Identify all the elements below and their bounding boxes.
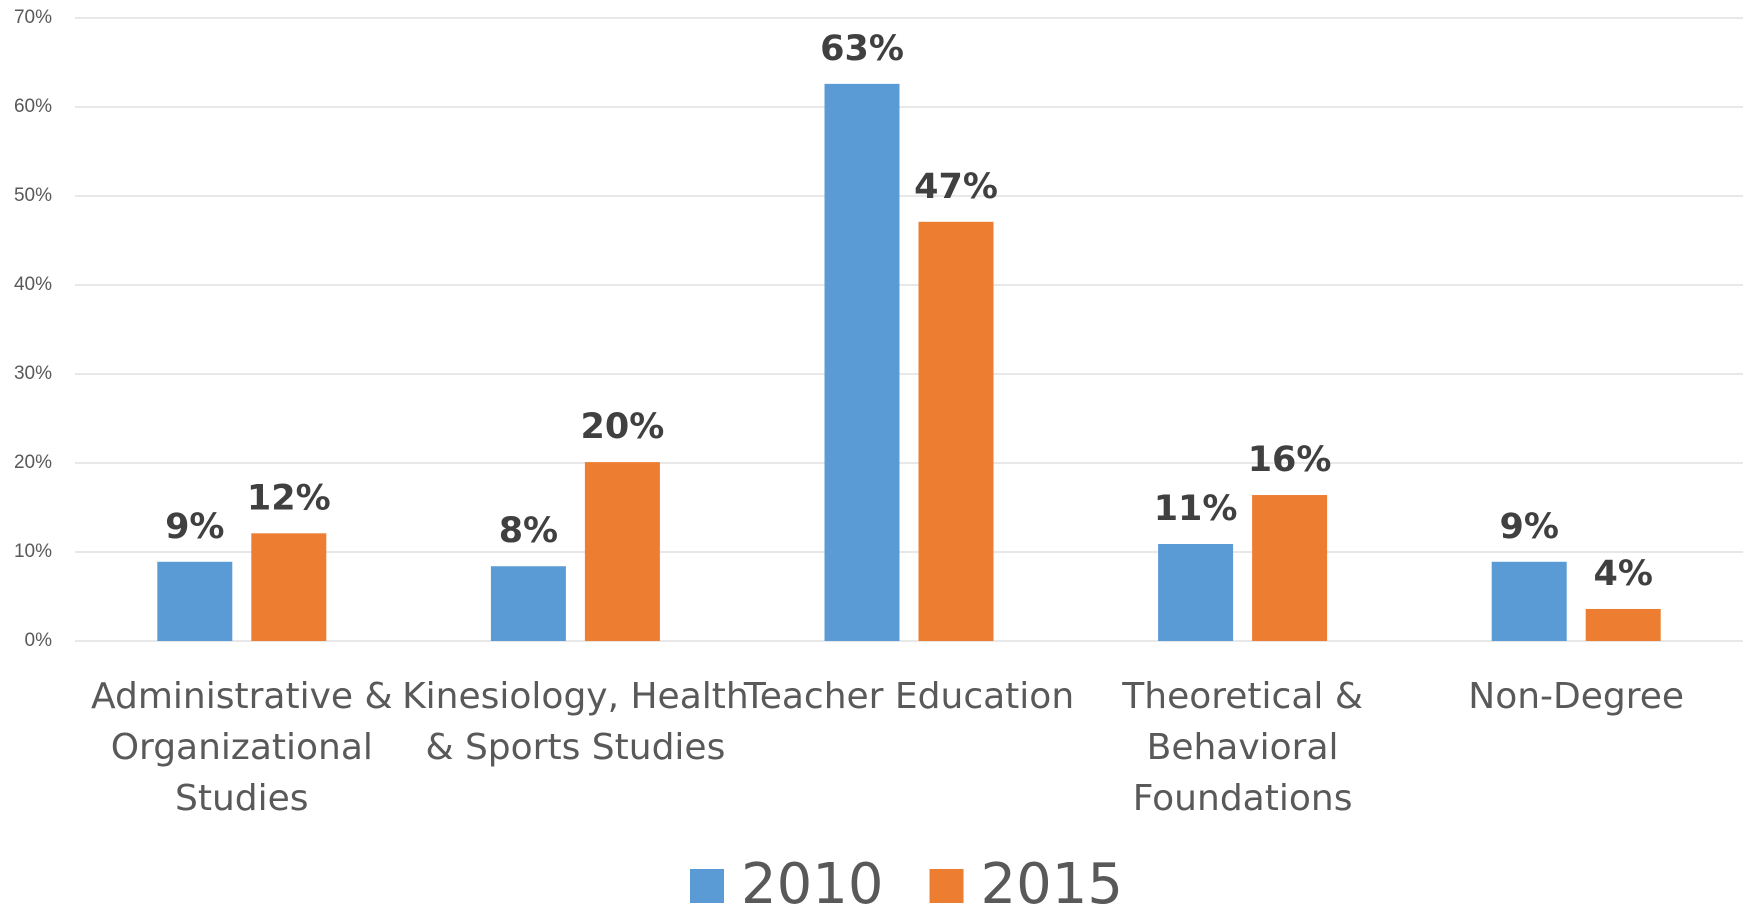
data-label: 16% [1248, 440, 1332, 480]
y-tick-label: 30% [14, 363, 52, 384]
y-tick-label: 60% [14, 96, 52, 117]
y-tick-label: 0% [25, 630, 53, 651]
bar [1158, 543, 1234, 641]
data-label: 12% [247, 478, 331, 518]
data-label: 20% [581, 407, 665, 447]
x-tick-label: Theoretical & Behavioral Foundations [1122, 676, 1363, 819]
x-tick-label-box: Theoretical & Behavioral Foundations [1122, 676, 1363, 819]
x-tick-label-box: Administrative & Organizational Studies [91, 676, 393, 819]
data-label: 8% [499, 511, 558, 551]
y-tick-label: 40% [14, 274, 52, 295]
y-tick-label: 20% [14, 452, 52, 473]
bar [251, 533, 327, 641]
x-tick-label: Teacher Education [743, 676, 1075, 717]
bar [1491, 561, 1567, 641]
y-tick-label: 70% [14, 7, 52, 28]
data-label: 11% [1154, 489, 1238, 529]
legend-swatch [929, 869, 964, 903]
bar [1585, 608, 1661, 641]
data-label: 47% [914, 167, 998, 207]
bar [490, 566, 566, 641]
x-tick-label-box: Teacher Education [743, 676, 1075, 717]
x-tick-label-box: Non-Degree [1468, 676, 1685, 717]
y-tick-label: 50% [14, 185, 52, 206]
bar [918, 221, 994, 641]
bar [824, 83, 900, 642]
bar [1252, 495, 1328, 641]
data-label: 9% [165, 507, 224, 547]
x-tick-label: Kinesiology, Health & Sports Studies [402, 676, 749, 768]
x-tick-label: Non-Degree [1468, 676, 1685, 717]
bar [157, 561, 233, 641]
legend-label: 2015 [981, 852, 1124, 911]
data-label: 4% [1593, 554, 1652, 594]
legend-label: 2010 [741, 852, 884, 911]
data-label: 63% [820, 29, 904, 69]
bar [584, 462, 660, 641]
y-tick-label: 10% [14, 541, 52, 562]
data-label: 9% [1499, 507, 1558, 547]
legend-swatch [690, 869, 724, 903]
x-tick-label: Administrative & Organizational Studies [91, 676, 393, 819]
x-tick-label-box: Kinesiology, Health & Sports Studies [402, 676, 749, 768]
